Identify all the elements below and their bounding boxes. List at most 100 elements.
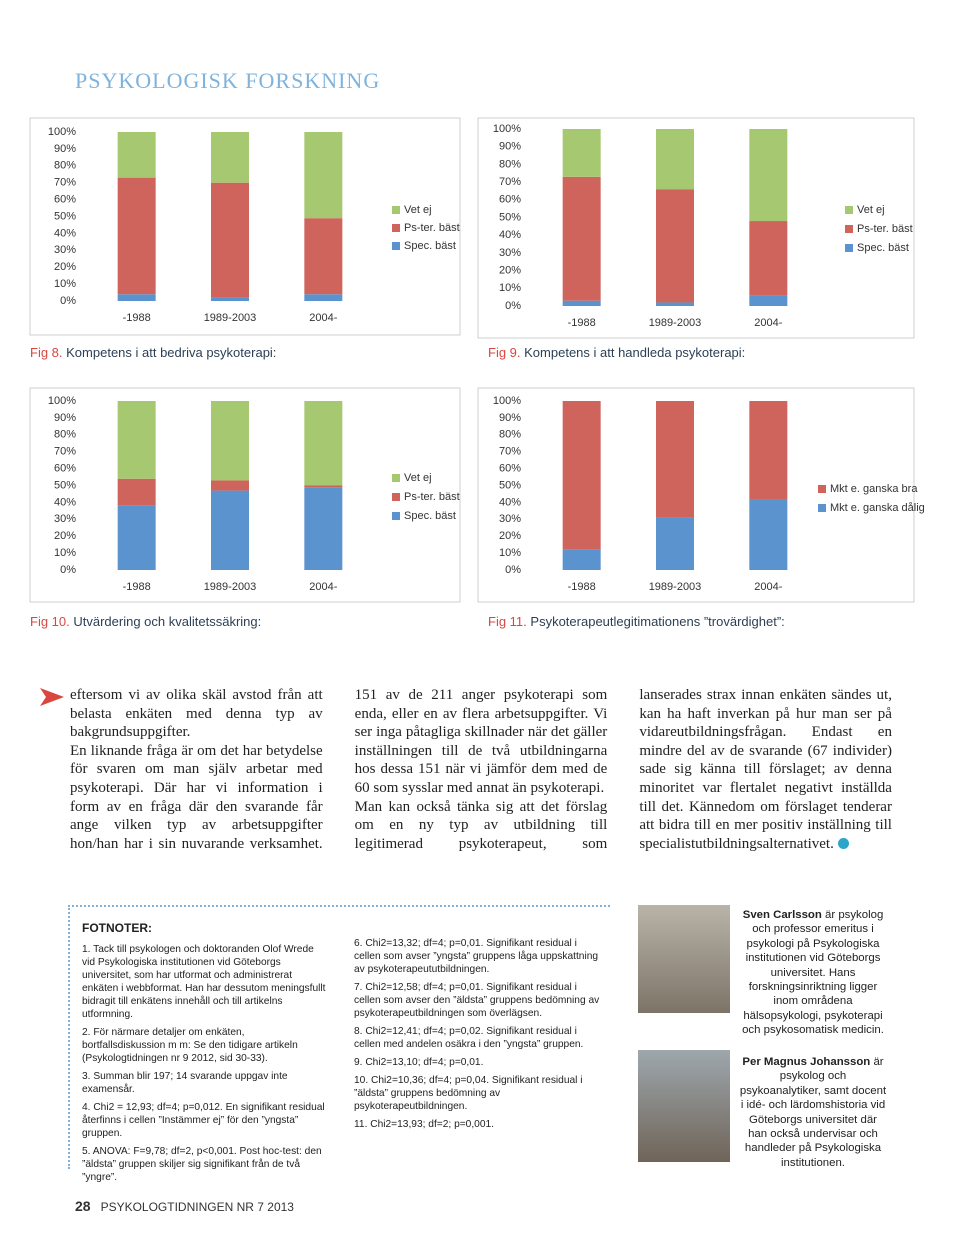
caption: Fig 9. Kompetens i att handleda psykoter… — [488, 345, 745, 360]
y-tick-label: 60% — [54, 194, 76, 206]
x-tick-label: -1988 — [123, 581, 151, 593]
bar-segment — [304, 218, 343, 295]
bar-segment — [211, 182, 249, 298]
y-tick-label: 10% — [54, 278, 76, 290]
chart-frame — [29, 117, 461, 336]
bar-segment — [117, 294, 156, 301]
bar-segment — [117, 177, 156, 295]
author-photo — [638, 1050, 730, 1162]
paragraph-text: Man kan också tänka sig att det förslag … — [354, 687, 892, 852]
footnote: 6. Chi2=13,32; df=4; p=0,01. Signifikant… — [354, 938, 599, 975]
section-title: PSYKOLOGISK FORSKNING — [75, 68, 381, 93]
fig-number: Fig 9. — [488, 345, 521, 360]
paragraph: eftersom vi av olika skäl avstod från at… — [70, 687, 323, 741]
y-tick-label: 10% — [499, 282, 521, 294]
x-tick-label: 1989-2003 — [649, 317, 702, 329]
legend-swatch — [818, 485, 826, 493]
bar-segment — [117, 401, 156, 479]
x-tick-label: 1989-2003 — [649, 581, 702, 593]
bar-segment — [656, 302, 694, 306]
y-tick-label: 60% — [499, 463, 521, 475]
y-tick-label: 70% — [499, 446, 521, 458]
footnote: 7. Chi2=12,58; df=4; p=0,01. Signifikant… — [354, 982, 600, 1019]
caption-text: Utvärdering och kvalitetssäkring: — [73, 614, 262, 629]
fig-number: Fig 10. — [30, 614, 70, 629]
bar-segment — [562, 401, 601, 550]
bar-segment — [656, 129, 694, 190]
legend-swatch — [392, 206, 400, 214]
bar-segment — [211, 401, 249, 481]
footnotes-list: 1. Tack till psykologen och doktoranden … — [82, 943, 328, 1184]
caption: Fig 8. Kompetens i att bedriva psykotera… — [30, 345, 276, 360]
legend-label: Ps-ter. bäst — [404, 222, 460, 234]
y-tick-label: 80% — [54, 429, 76, 441]
y-tick-label: 40% — [54, 496, 76, 508]
bar-segment — [117, 505, 156, 570]
legend-label: Mkt e. ganska dålig — [830, 502, 925, 514]
legend-swatch — [818, 504, 826, 512]
footnote: 11. Chi2=13,93; df=2; p=0,001. — [354, 1119, 495, 1130]
caption-text: Psykoterapeutlegitimationens ”trovärdigh… — [530, 614, 785, 629]
legend-label: Vet ej — [404, 204, 432, 216]
y-tick-label: 10% — [499, 547, 521, 559]
page-number: 28 — [75, 1198, 91, 1214]
author-text: är psykolog och professor emeritus i psy… — [742, 909, 884, 1037]
footnotes-column: FOTNOTER: 1. Tack till psykologen och do… — [82, 922, 328, 1189]
y-tick-label: 30% — [499, 247, 521, 259]
y-tick-label: 70% — [499, 176, 521, 188]
y-tick-label: 50% — [54, 479, 76, 491]
bar-segment — [304, 487, 343, 570]
chart-frame — [29, 387, 461, 603]
bar-segment — [656, 189, 694, 303]
bar-segment — [211, 297, 249, 301]
y-tick-label: 40% — [499, 496, 521, 508]
author-bio: Sven Carlsson är psykolog och professor … — [738, 908, 888, 1038]
footnotes-column: 6. Chi2=13,32; df=4; p=0,01. Signifikant… — [354, 937, 600, 1136]
y-tick-label: 70% — [54, 446, 76, 458]
x-tick-label: -1988 — [568, 581, 596, 593]
author-text: är psykolog och psykoanalytiker, samt do… — [739, 1056, 887, 1169]
y-tick-label: 90% — [499, 412, 521, 424]
y-tick-label: 60% — [54, 463, 76, 475]
y-tick-label: 80% — [54, 160, 76, 172]
author-name: Per Magnus Johansson — [742, 1056, 871, 1068]
x-tick-label: 2004- — [309, 312, 337, 324]
footnote: 9. Chi2=13,10; df=4; p=0,01. — [354, 1057, 484, 1068]
footnote-box — [68, 905, 610, 1169]
caption-text: Kompetens i att bedriva psykoterapi: — [66, 345, 277, 360]
y-tick-label: 50% — [499, 479, 521, 491]
legend-swatch — [392, 224, 400, 232]
y-tick-label: 30% — [54, 513, 76, 525]
y-tick-label: 10% — [54, 547, 76, 559]
y-tick-label: 0% — [60, 564, 76, 576]
fig-number: Fig 11. — [488, 614, 527, 629]
legend-swatch — [845, 225, 853, 233]
body-text: eftersom vi av olika skäl avstod från at… — [70, 686, 892, 853]
page-footer: 28 PSYKOLOGTIDNINGEN NR 7 2013 — [75, 1198, 294, 1214]
y-tick-label: 100% — [493, 123, 521, 135]
bar-segment — [211, 490, 249, 570]
x-tick-label: 1989-2003 — [204, 581, 257, 593]
y-tick-label: 40% — [54, 227, 76, 239]
legend-swatch — [392, 474, 400, 482]
x-tick-label: -1988 — [123, 312, 151, 324]
y-tick-label: 80% — [499, 158, 521, 170]
legend-swatch — [392, 493, 400, 501]
footnote: 5. ANOVA: F=9,78; df=2, p<0,001. Post ho… — [82, 1146, 322, 1183]
legend-label: Spec. bäst — [404, 240, 456, 252]
legend-swatch — [845, 244, 853, 252]
bar-segment — [117, 132, 156, 178]
paragraph: Man kan också tänka sig att det förslag … — [355, 686, 892, 853]
y-tick-label: 30% — [499, 513, 521, 525]
footnotes-list: 6. Chi2=13,32; df=4; p=0,01. Signifikant… — [354, 937, 600, 1131]
y-tick-label: 20% — [54, 261, 76, 273]
end-mark — [837, 837, 849, 849]
y-tick-label: 90% — [54, 412, 76, 424]
bar-segment — [562, 176, 601, 301]
y-tick-label: 60% — [499, 194, 521, 206]
bar-segment — [749, 499, 788, 570]
bar-segment — [562, 300, 601, 306]
y-tick-label: 100% — [48, 395, 76, 407]
bar-segment — [304, 132, 343, 219]
y-tick-label: 100% — [48, 126, 76, 138]
